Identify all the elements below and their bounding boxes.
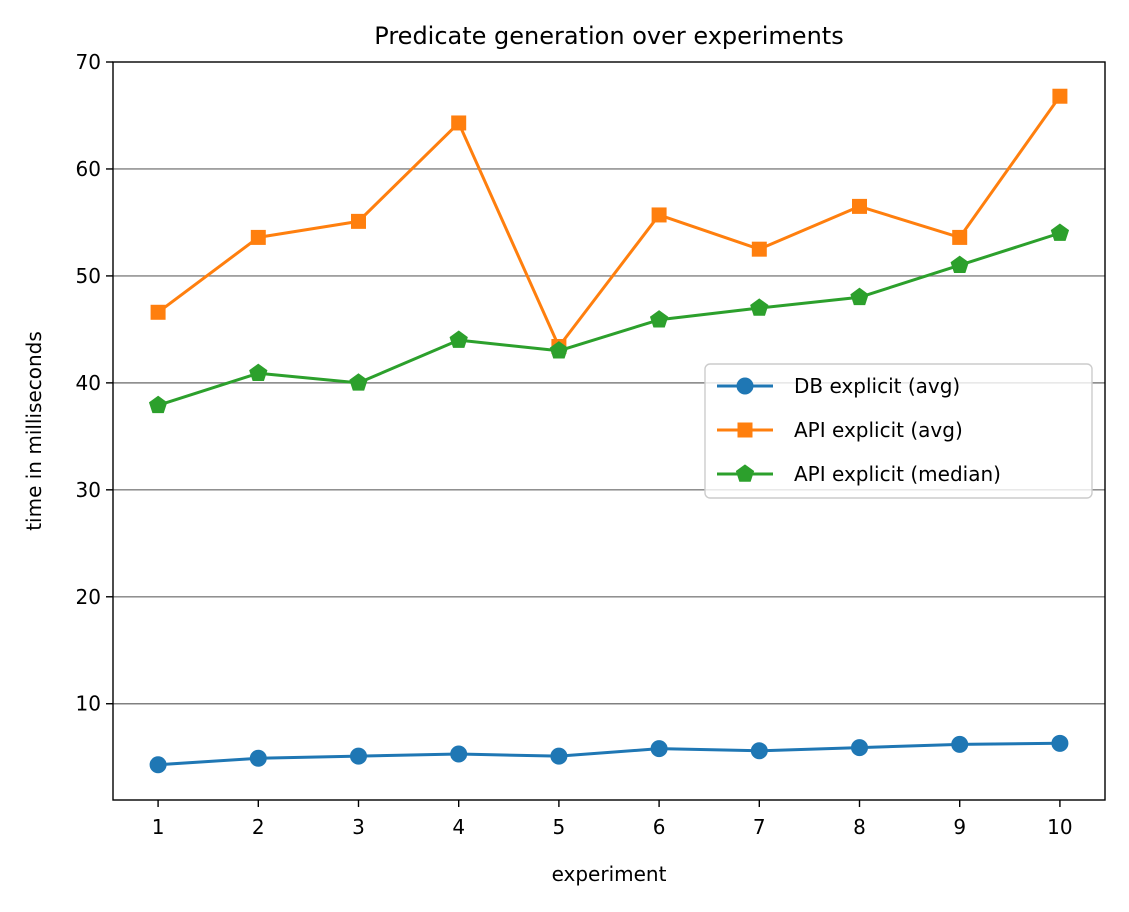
- legend: DB explicit (avg) API explicit (avg) API e…: [704, 363, 1093, 499]
- x-tick-label-7: 7: [753, 815, 766, 839]
- data-point-api-explicit-avg-2: [250, 229, 266, 245]
- x-tick-label-3: 3: [352, 815, 365, 839]
- series-line-api-explicit-avg: [157, 95, 1062, 348]
- series-layer: [148, 88, 1070, 774]
- data-point-db-explicit-avg-7: [750, 742, 768, 760]
- data-point-db-explicit-avg-1: [149, 756, 167, 774]
- x-tick-label-9: 9: [953, 815, 966, 839]
- legend-marker-db-explicit-avg: [736, 377, 754, 395]
- data-point-api-explicit-avg-10: [1052, 88, 1068, 104]
- legend-marker-api-explicit-median: [735, 464, 755, 482]
- data-point-api-explicit-avg-9: [952, 229, 968, 245]
- data-point-api-explicit-avg-3: [350, 213, 366, 229]
- y-tick-label-20: 20: [76, 585, 101, 609]
- axis-ticks: 10 20 30 40 50 60 70 1 2 3 4 5 6 7 8 9 10: [76, 50, 1073, 839]
- data-point-db-explicit-avg-3: [349, 747, 367, 765]
- data-point-db-explicit-avg-9: [951, 735, 969, 753]
- data-point-api-explicit-avg-6: [651, 207, 667, 223]
- data-point-db-explicit-avg-6: [650, 740, 668, 758]
- legend-label-api-explicit-avg: API explicit (avg): [794, 418, 963, 442]
- x-tick-label-10: 10: [1047, 815, 1072, 839]
- y-axis-label: time in milliseconds: [22, 331, 46, 531]
- data-point-api-explicit-avg-8: [852, 198, 868, 214]
- data-point-api-explicit-median-3: [349, 373, 368, 391]
- chart-title: Predicate generation over experiments: [374, 22, 843, 50]
- series-api-explicit-median: [148, 223, 1070, 414]
- data-point-api-explicit-median-4: [449, 330, 468, 348]
- series-db-explicit-avg: [149, 734, 1069, 774]
- data-point-api-explicit-median-6: [649, 310, 669, 328]
- x-tick-label-5: 5: [553, 815, 566, 839]
- y-tick-label-50: 50: [76, 264, 101, 288]
- x-tick-label-6: 6: [653, 815, 666, 839]
- series-line-api-explicit-median: [157, 231, 1061, 407]
- y-tick-label-10: 10: [76, 692, 101, 716]
- data-point-db-explicit-avg-8: [851, 739, 869, 757]
- series-api-explicit-avg: [150, 88, 1068, 355]
- data-point-api-explicit-median-10: [1050, 223, 1070, 241]
- data-point-api-explicit-median-2: [249, 363, 268, 382]
- data-point-api-explicit-median-7: [750, 298, 769, 316]
- data-point-api-explicit-avg-1: [150, 304, 166, 320]
- x-tick-label-4: 4: [452, 815, 465, 839]
- x-tick-label-2: 2: [252, 815, 265, 839]
- legend-label-db-explicit-avg: DB explicit (avg): [794, 374, 960, 398]
- data-point-api-explicit-avg-7: [751, 241, 767, 257]
- y-tick-label-30: 30: [76, 478, 101, 502]
- series-line-db-explicit-avg: [157, 741, 1060, 767]
- data-point-api-explicit-avg-4: [451, 115, 467, 131]
- data-point-db-explicit-avg-2: [249, 749, 267, 767]
- legend-box: [704, 363, 1093, 499]
- y-tick-label-60: 60: [76, 157, 101, 181]
- x-tick-label-1: 1: [152, 815, 165, 839]
- legend-item-db-explicit-avg: DB explicit (avg): [717, 374, 960, 398]
- grid-lines: [113, 168, 1105, 705]
- x-tick-label-8: 8: [853, 815, 866, 839]
- data-point-api-explicit-median-1: [148, 395, 168, 414]
- legend-item-api-explicit-avg: API explicit (avg): [717, 418, 963, 442]
- legend-marker-api-explicit-avg: [737, 422, 753, 438]
- plot-frame: [112, 61, 1106, 801]
- data-point-api-explicit-median-9: [950, 255, 969, 273]
- data-point-db-explicit-avg-10: [1051, 734, 1069, 752]
- legend-label-api-explicit-median: API explicit (median): [794, 462, 1001, 486]
- x-axis-label: experiment: [552, 862, 667, 886]
- data-point-api-explicit-median-5: [549, 341, 569, 359]
- y-tick-label-40: 40: [76, 371, 101, 395]
- y-tick-label-70: 70: [76, 50, 101, 74]
- data-point-api-explicit-median-8: [850, 287, 869, 306]
- legend-item-api-explicit-median: API explicit (median): [717, 462, 1001, 486]
- data-point-db-explicit-avg-5: [550, 747, 568, 765]
- data-point-db-explicit-avg-4: [450, 745, 468, 763]
